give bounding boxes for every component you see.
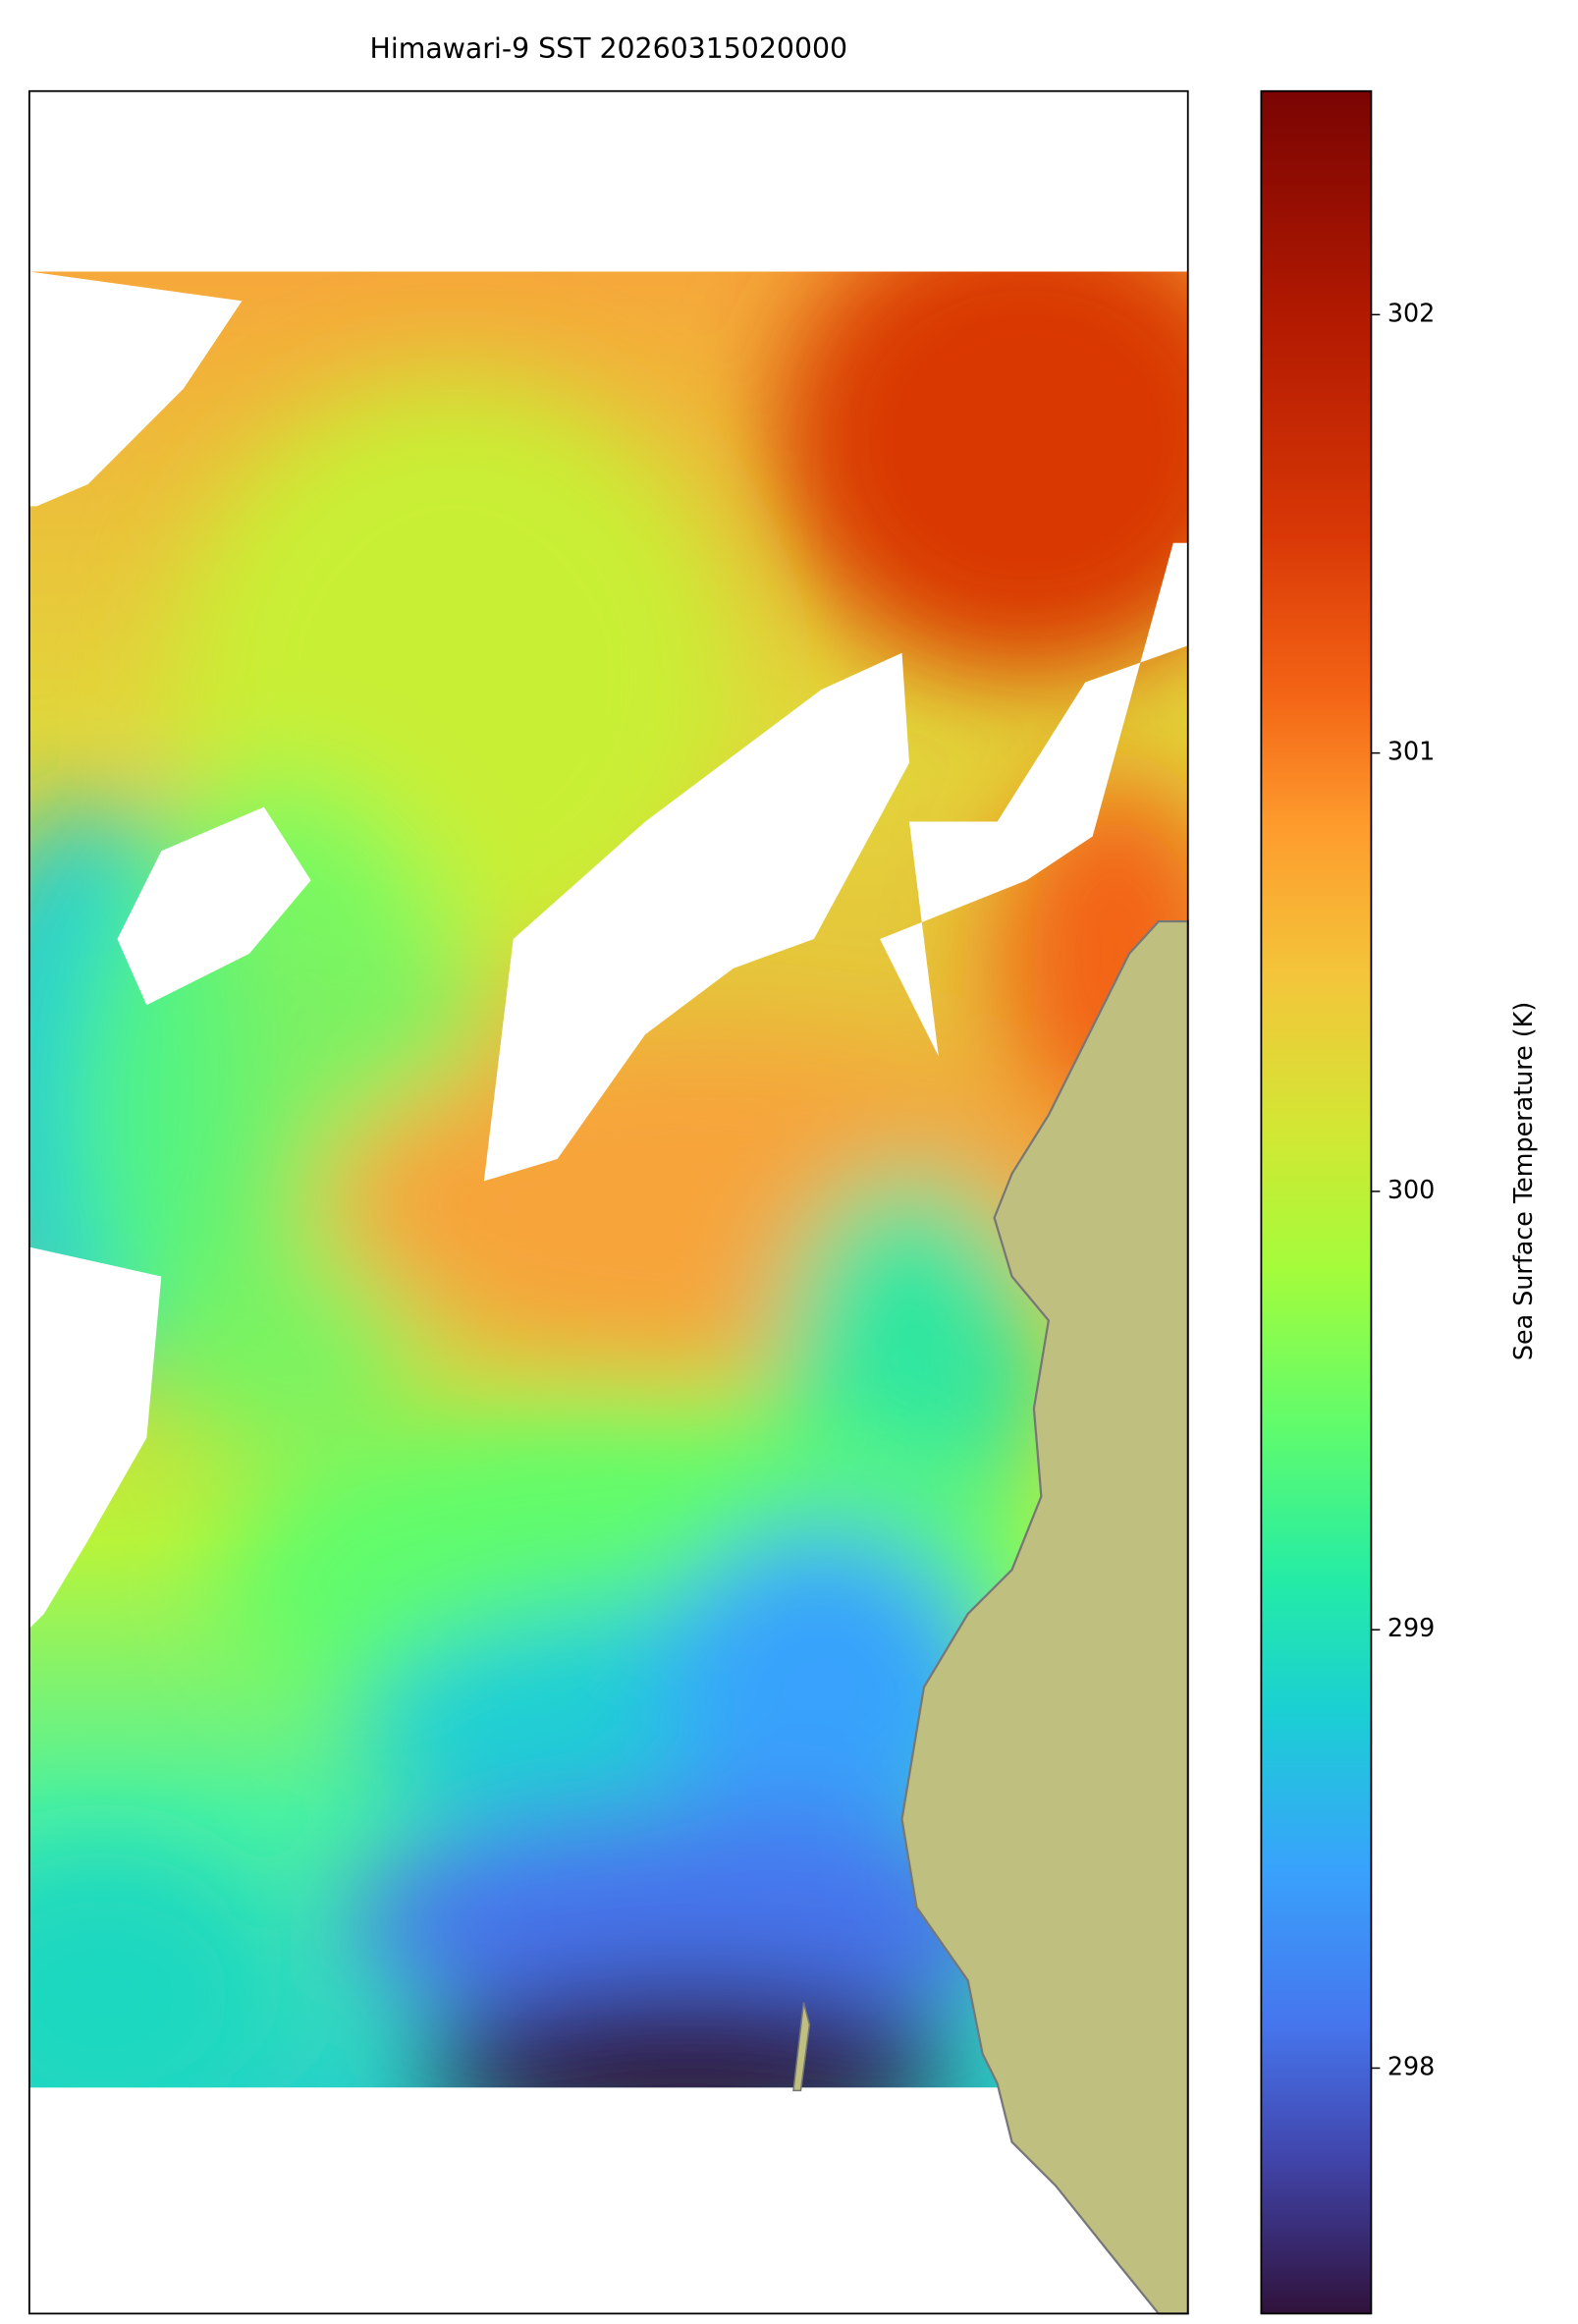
sst-field <box>28 271 1188 2088</box>
island <box>792 2002 811 2092</box>
colorbar-tick-label: 302 <box>1388 298 1435 327</box>
map-lower-band <box>28 2087 1188 2314</box>
colorbar-ticks: 298 299 300 301 302 <box>1371 298 1435 2080</box>
colorbar-tick-label: 300 <box>1388 1175 1435 1204</box>
colorbar <box>1260 89 1373 2315</box>
colorbar-label: Sea Surface Temperature (K) <box>1508 1002 1538 1360</box>
coastline <box>900 919 1189 2315</box>
colorbar-tick-label: 299 <box>1388 1613 1435 1642</box>
map-title: Himawari-9 SST 20260315020000 <box>370 32 848 65</box>
colorbar-tick-label: 301 <box>1388 737 1435 766</box>
map-frame <box>27 89 1189 2315</box>
colorbar-tick-label: 298 <box>1388 2051 1435 2080</box>
